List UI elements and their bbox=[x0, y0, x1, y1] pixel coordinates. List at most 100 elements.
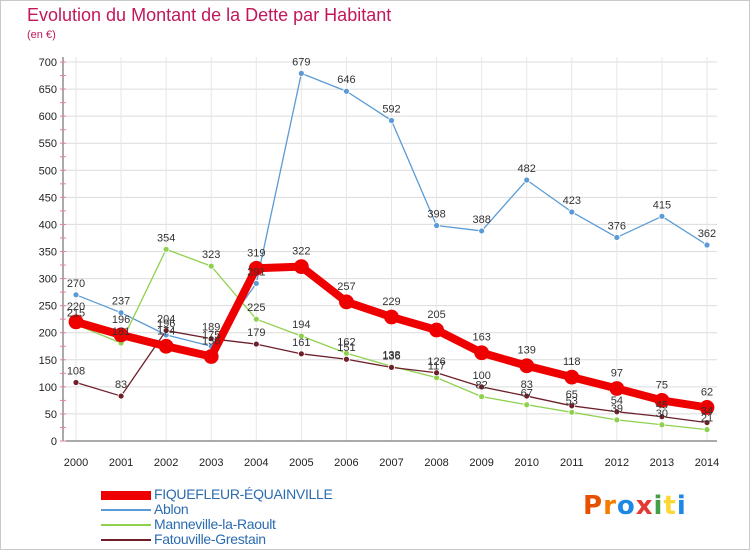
data-label-fatouville: 54 bbox=[611, 395, 623, 407]
data-point-fatouville bbox=[523, 392, 531, 400]
y-tick-label: 50 bbox=[45, 409, 57, 421]
data-point-fiquefleur bbox=[339, 294, 354, 310]
legend-swatch-manneville bbox=[101, 524, 151, 526]
data-point-manneville bbox=[658, 421, 666, 429]
data-point-manneville bbox=[478, 393, 486, 401]
data-label-manneville: 181 bbox=[112, 326, 130, 338]
x-tick-label: 2007 bbox=[379, 457, 403, 469]
data-label-fiquefleur: 322 bbox=[292, 246, 310, 258]
data-point-fatouville bbox=[433, 369, 440, 377]
data-point-manneville bbox=[523, 401, 531, 409]
data-point-fatouville bbox=[252, 340, 260, 348]
data-label-manneville: 162 bbox=[337, 336, 355, 348]
data-label-ablon: 196 bbox=[157, 318, 175, 330]
logo-letter: P bbox=[583, 491, 604, 521]
x-tick-label: 2006 bbox=[334, 457, 358, 469]
y-tick-label: 450 bbox=[39, 192, 57, 204]
data-point-fiquefleur bbox=[248, 260, 264, 276]
data-label-ablon: 376 bbox=[608, 220, 626, 232]
y-tick-label: 650 bbox=[39, 84, 57, 96]
data-label-fiquefleur: 220 bbox=[67, 301, 85, 313]
data-point-ablon bbox=[297, 69, 305, 77]
data-point-manneville bbox=[297, 332, 305, 340]
data-point-fiquefleur bbox=[384, 309, 399, 325]
proxiti-logo: Proxiti bbox=[583, 491, 687, 521]
data-label-fatouville: 100 bbox=[472, 370, 490, 382]
data-point-ablon bbox=[117, 309, 125, 317]
data-label-fatouville: 151 bbox=[337, 342, 355, 354]
data-point-fatouville bbox=[568, 402, 576, 410]
data-point-ablon bbox=[658, 212, 666, 220]
x-tick-label: 2009 bbox=[469, 457, 493, 469]
data-label-fatouville: 136 bbox=[382, 350, 400, 362]
chart-title: Evolution du Montant de la Dette par Hab… bbox=[27, 5, 392, 25]
data-point-ablon bbox=[523, 176, 531, 184]
data-label-fiquefleur: 319 bbox=[247, 247, 265, 259]
data-point-fatouville bbox=[117, 392, 125, 400]
data-label-fiquefleur: 257 bbox=[337, 281, 355, 293]
data-point-fiquefleur bbox=[564, 369, 580, 385]
data-label-fiquefleur: 229 bbox=[382, 296, 400, 308]
y-tick-label: 500 bbox=[39, 165, 57, 177]
data-point-fatouville bbox=[703, 419, 711, 426]
legend-label-fiquefleur: FIQUEFLEUR-ÉQUAINVILLE bbox=[154, 486, 333, 502]
data-point-fiquefleur bbox=[699, 400, 715, 415]
data-label-fiquefleur: 163 bbox=[472, 332, 490, 344]
y-tick-label: 100 bbox=[39, 382, 57, 394]
logo-letter: t bbox=[663, 491, 677, 521]
y-tick-label: 300 bbox=[39, 274, 57, 286]
data-label-ablon: 237 bbox=[112, 296, 130, 308]
data-label-fiquefleur: 75 bbox=[656, 379, 668, 391]
data-label-fatouville: 161 bbox=[292, 337, 310, 349]
y-tick-label: 400 bbox=[39, 219, 57, 231]
data-label-ablon: 482 bbox=[518, 163, 536, 175]
data-label-ablon: 646 bbox=[337, 74, 355, 86]
data-label-fatouville: 179 bbox=[247, 327, 265, 339]
data-label-fatouville: 34 bbox=[701, 406, 713, 418]
data-point-fiquefleur bbox=[293, 259, 309, 275]
data-label-fatouville: 108 bbox=[67, 366, 85, 378]
data-label-fatouville: 204 bbox=[157, 314, 175, 326]
y-tick-label: 150 bbox=[39, 355, 57, 367]
y-tick-label: 0 bbox=[51, 436, 57, 448]
data-point-manneville bbox=[613, 416, 621, 424]
data-label-ablon: 423 bbox=[563, 195, 581, 207]
data-point-manneville bbox=[207, 262, 215, 270]
data-point-ablon bbox=[433, 222, 440, 229]
logo-letter: r bbox=[603, 491, 617, 521]
data-point-fatouville bbox=[297, 350, 305, 358]
data-point-fiquefleur bbox=[158, 338, 174, 354]
y-tick-label: 550 bbox=[39, 138, 57, 150]
y-tick-label: 700 bbox=[39, 57, 57, 69]
data-label-ablon: 175 bbox=[202, 329, 220, 341]
data-point-fatouville bbox=[478, 383, 486, 391]
x-tick-label: 2000 bbox=[64, 457, 88, 469]
data-point-manneville bbox=[252, 315, 260, 323]
data-label-manneville: 225 bbox=[247, 302, 265, 314]
data-label-ablon: 415 bbox=[653, 199, 671, 211]
data-label-fatouville: 65 bbox=[566, 389, 578, 401]
y-tick-label: 350 bbox=[39, 247, 57, 259]
data-label-ablon: 398 bbox=[427, 209, 445, 221]
data-point-fiquefleur bbox=[113, 327, 129, 343]
data-label-fatouville: 189 bbox=[202, 322, 220, 334]
data-point-fiquefleur bbox=[519, 358, 535, 374]
data-label-fatouville: 45 bbox=[656, 400, 668, 412]
data-label-fatouville: 83 bbox=[115, 379, 127, 391]
data-label-fiquefleur: 196 bbox=[112, 314, 130, 326]
data-point-fiquefleur bbox=[654, 392, 670, 408]
data-label-fiquefleur: 174 bbox=[157, 325, 175, 337]
x-tick-label: 2008 bbox=[424, 457, 448, 469]
data-point-fatouville bbox=[388, 363, 395, 371]
data-point-fiquefleur bbox=[203, 349, 219, 364]
x-tick-label: 2011 bbox=[560, 457, 584, 469]
data-point-manneville bbox=[703, 426, 711, 434]
data-point-fiquefleur bbox=[474, 345, 490, 361]
data-label-manneville: 323 bbox=[202, 249, 220, 261]
data-point-ablon bbox=[613, 234, 621, 241]
x-tick-label: 2001 bbox=[109, 457, 133, 469]
data-point-fatouville bbox=[613, 408, 621, 416]
y-tick-label: 600 bbox=[39, 111, 57, 123]
legend-swatch-fatouville bbox=[101, 539, 151, 541]
